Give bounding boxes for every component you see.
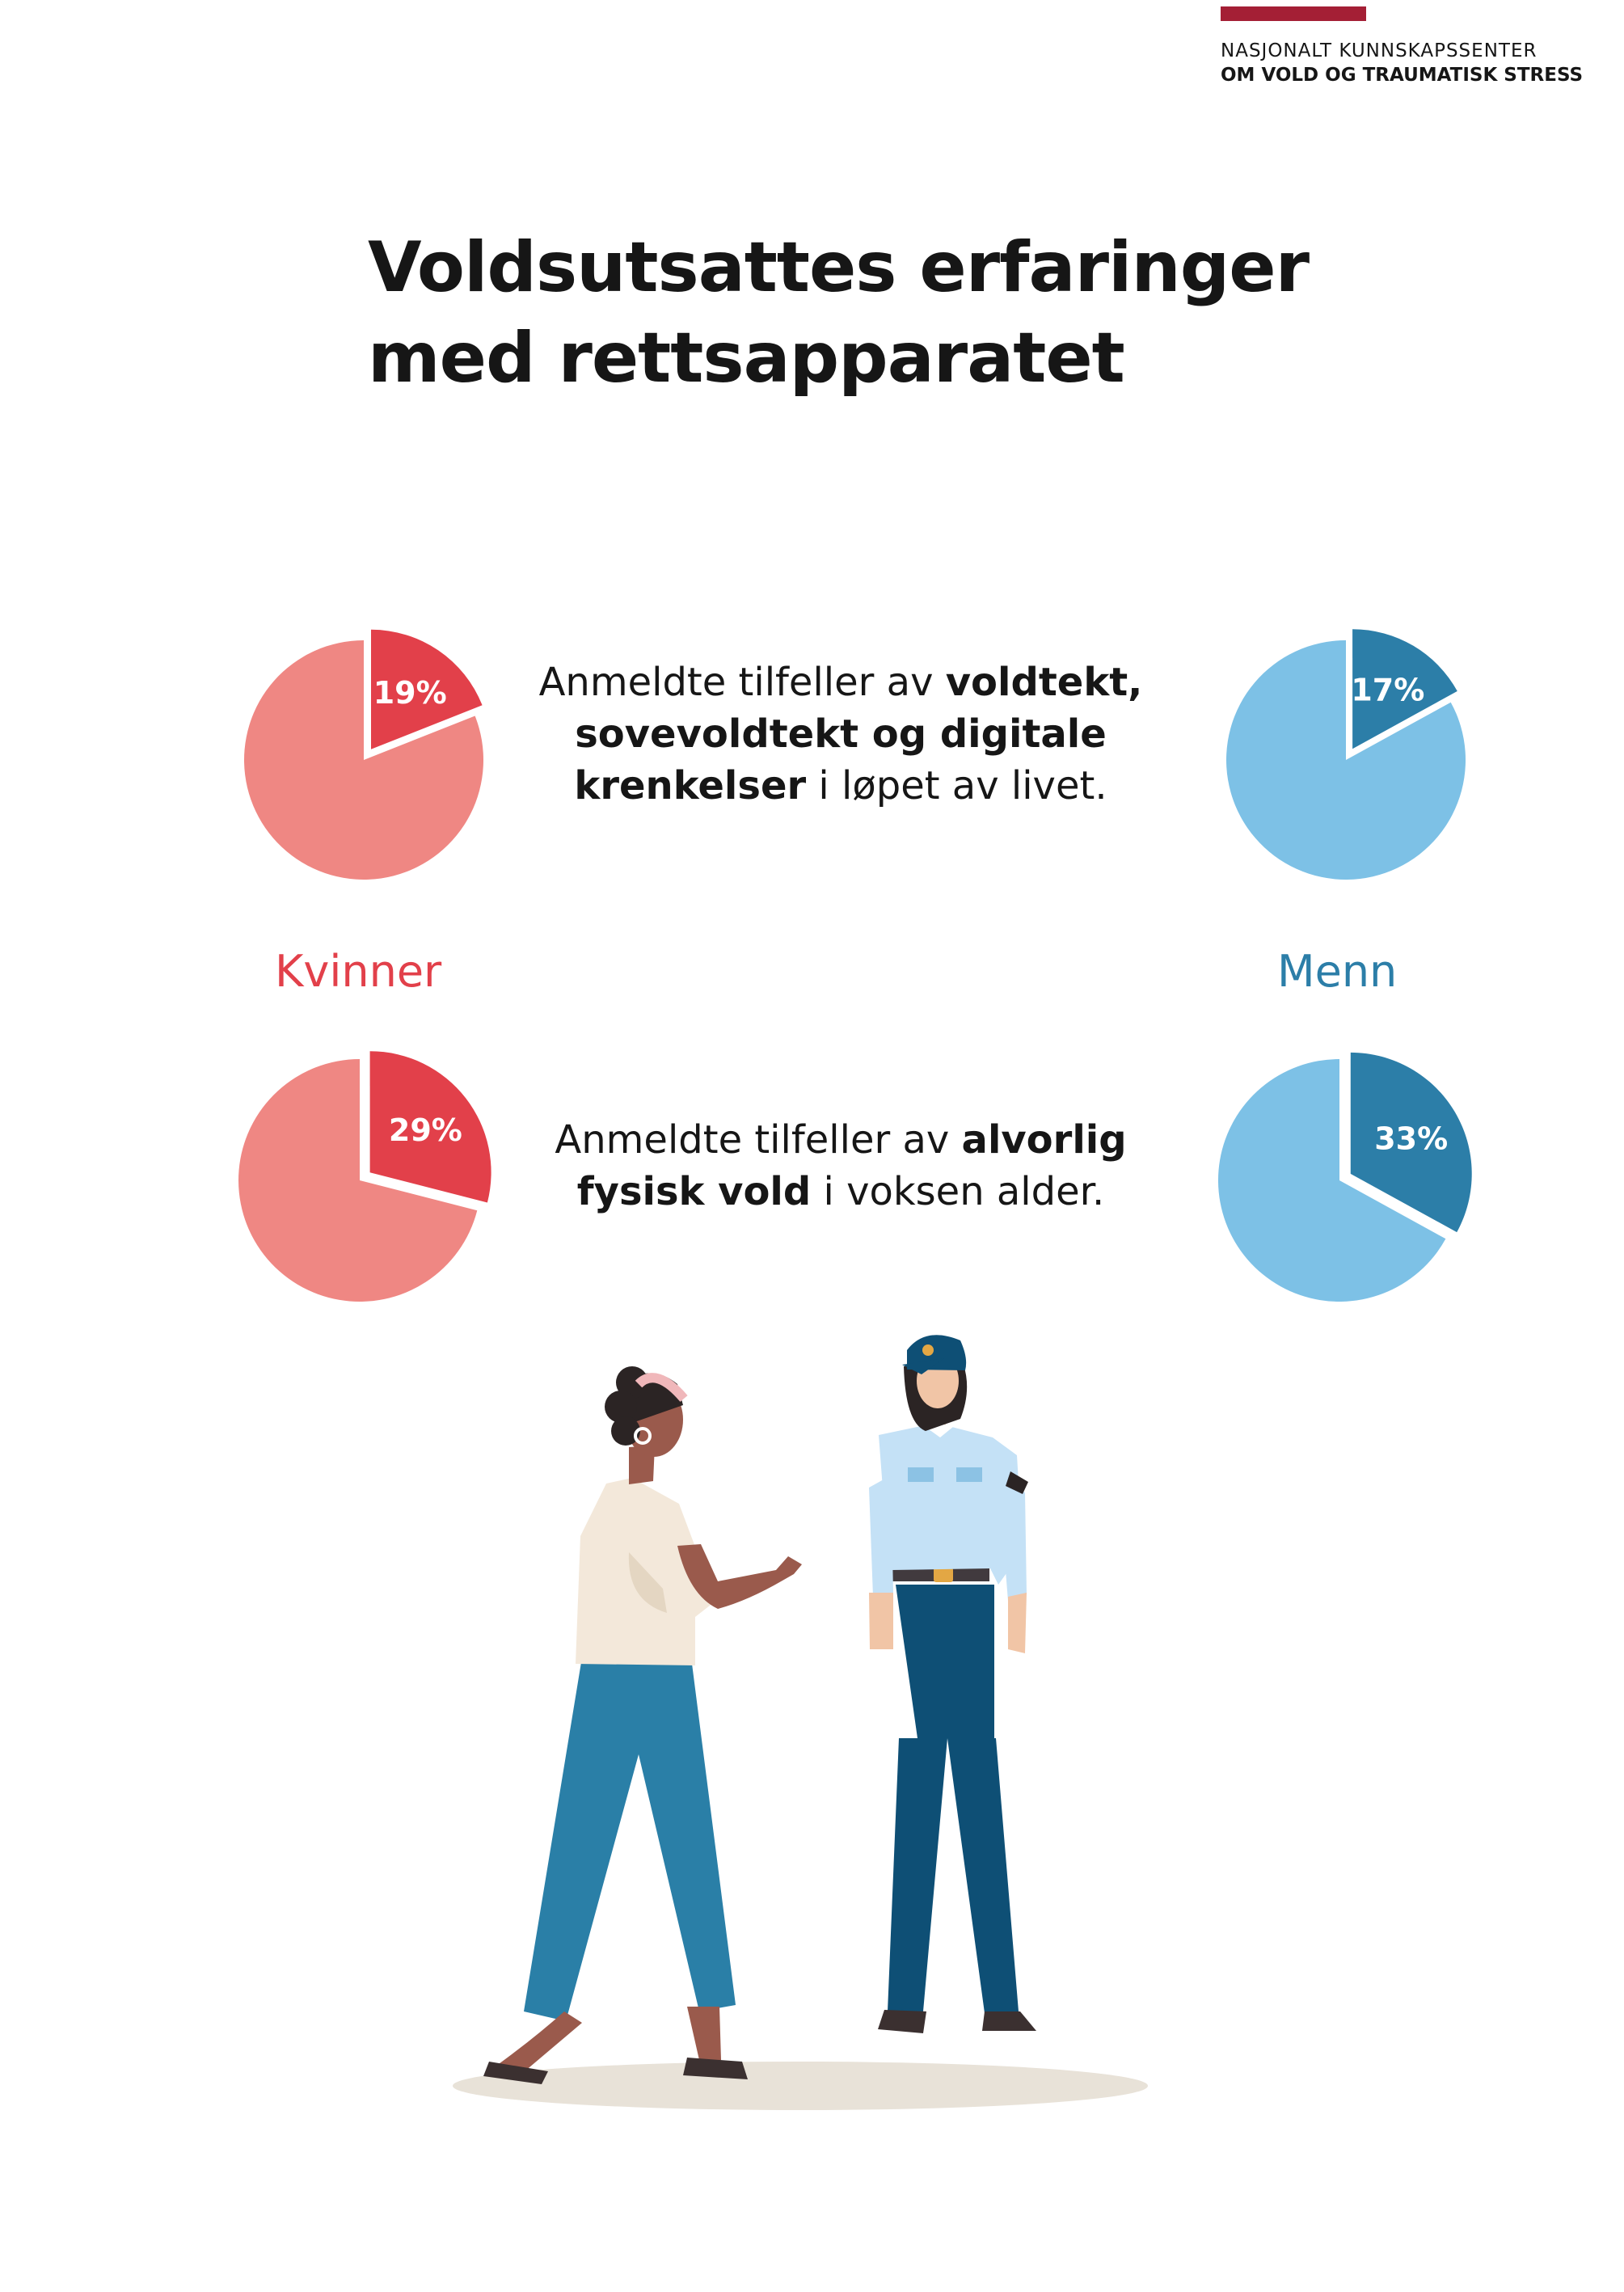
brand-name-line1: NASJONALT KUNNSKAPSSENTER bbox=[1221, 40, 1538, 61]
woman-figure-icon bbox=[483, 1366, 802, 2084]
statement-highlight: alvorlig fysisk vold bbox=[576, 1117, 1127, 1214]
pie-value-label: 29% bbox=[389, 1112, 462, 1148]
pie-slice bbox=[1350, 1052, 1472, 1233]
pie-remainder bbox=[238, 1059, 478, 1302]
statement-physical-violence: Anmeldte tilfeller av alvorlig fysisk vo… bbox=[501, 1114, 1180, 1218]
ground-shadow bbox=[453, 2062, 1148, 2110]
pie-slice bbox=[369, 1051, 491, 1203]
brand-name-line2: OM VOLD OG TRAUMATISK STRESS bbox=[1221, 65, 1584, 86]
statement-text: i løpet av livet. bbox=[806, 763, 1107, 808]
page-title: Voldsutsattes erfaringer med rettsappara… bbox=[368, 227, 1310, 399]
group-label-men: Menn bbox=[1277, 946, 1398, 997]
illustration bbox=[453, 1335, 1148, 2110]
pie-value-label: 19% bbox=[373, 675, 447, 711]
statement-sexual-violence: Anmeldte tilfeller av voldtekt, sovevold… bbox=[501, 656, 1180, 812]
pie-slice bbox=[1352, 629, 1457, 749]
statement-text: Anmeldte tilfeller av bbox=[555, 1117, 962, 1163]
statement-highlight: voldtekt, sovevoldtekt og digitale krenk… bbox=[574, 660, 1143, 808]
pie-value-label: 33% bbox=[1374, 1121, 1448, 1157]
pie-remainder bbox=[244, 640, 484, 880]
brand-bar bbox=[1221, 6, 1366, 21]
pie-remainder bbox=[1226, 640, 1466, 880]
police-officer-icon bbox=[869, 1335, 1036, 2033]
pie-remainder bbox=[1217, 1059, 1446, 1302]
brand-logo: NASJONALT KUNNSKAPSSENTER OM VOLD OG TRA… bbox=[1221, 6, 1601, 87]
pie-slice bbox=[370, 629, 483, 749]
statement-text: i voksen alder. bbox=[811, 1169, 1105, 1214]
statement-text: Anmeldte tilfeller av bbox=[538, 660, 946, 705]
pie-value-label: 17% bbox=[1351, 672, 1424, 707]
pie-charts: 19% 17% 29% 33% bbox=[238, 629, 1472, 1302]
group-label-women: Kvinner bbox=[275, 946, 442, 997]
